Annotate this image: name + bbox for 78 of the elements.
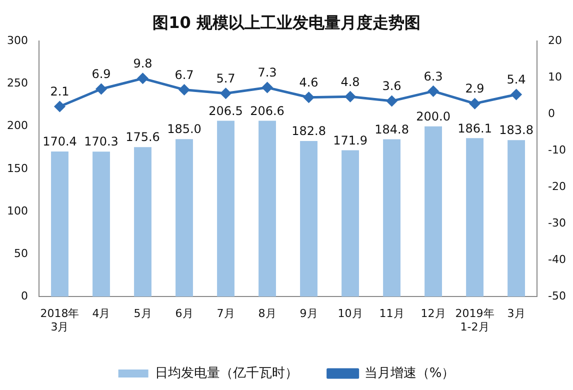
data-label: 7.3 [258, 66, 277, 80]
bar [508, 140, 525, 297]
data-label: 183.8 [499, 123, 534, 138]
data-label: 2.9 [465, 82, 484, 96]
y-tick-label: 250 [6, 76, 28, 90]
x-tick-label: 3月 [507, 307, 526, 320]
y2-tick-label: 10 [548, 70, 562, 84]
bar [217, 120, 234, 297]
y2-tick-label: -40 [548, 252, 566, 266]
y2-tick-label: -20 [548, 180, 566, 193]
data-label: 6.3 [424, 69, 443, 84]
x-tick-label: 9月 [300, 307, 318, 320]
data-label: 3.6 [382, 79, 402, 94]
y2-tick-label: -50 [548, 289, 566, 302]
data-label: 200.0 [416, 109, 450, 124]
data-label: 2.1 [50, 84, 70, 99]
bar [300, 140, 318, 297]
y-tick-label: 50 [14, 246, 28, 260]
point [138, 73, 148, 84]
bar [51, 152, 68, 297]
point [179, 84, 190, 95]
y-tick-label: 100 [6, 204, 28, 218]
y2-tick-label: 20 [548, 34, 562, 48]
x-tick-label: 4月 [92, 307, 110, 320]
data-label: 186.1 [458, 121, 492, 136]
point [220, 88, 232, 99]
point [304, 92, 314, 103]
y2-tick-label: -10 [548, 144, 566, 157]
y-tick-label: 300 [6, 34, 28, 48]
data-label: 5.7 [216, 72, 236, 86]
data-label: 182.8 [292, 124, 326, 138]
data-label: 170.3 [84, 134, 118, 149]
bar [134, 147, 152, 297]
data-label: 185.0 [167, 122, 202, 136]
bar [466, 138, 484, 297]
data-label: 9.8 [133, 56, 152, 71]
point [428, 86, 439, 96]
bar [383, 139, 400, 297]
x-tick-label: 2018年3月 [40, 307, 80, 334]
point [54, 101, 65, 112]
x-tick-label: 11月 [379, 307, 404, 320]
y2-tick-label: 0 [548, 107, 556, 120]
point [96, 84, 106, 94]
y2-tick-label: -30 [548, 216, 566, 230]
point [345, 91, 356, 102]
x-tick-label: 7月 [216, 307, 235, 320]
bar [92, 152, 110, 297]
data-label: 170.4 [42, 134, 77, 149]
data-label: 206.6 [250, 104, 284, 118]
data-label: 175.6 [126, 130, 160, 144]
chart-title: 图10 规模以上工业发电量月度走势图 [152, 12, 420, 32]
data-label: 4.8 [340, 74, 360, 89]
data-label: 171.9 [333, 133, 368, 148]
data-label: 184.8 [374, 122, 409, 136]
data-label: 5.4 [506, 72, 526, 87]
point [386, 96, 398, 106]
data-label: 206.5 [208, 104, 243, 118]
x-tick-label: 2019年1-2月 [455, 307, 494, 334]
bar [342, 150, 359, 297]
point [511, 89, 522, 100]
data-label: 6.9 [92, 67, 111, 82]
bar [424, 126, 442, 297]
x-tick-label: 12月 [420, 307, 446, 320]
x-tick-label: 8月 [258, 307, 276, 320]
data-label: 4.6 [299, 76, 318, 90]
point [262, 82, 273, 93]
bar [258, 120, 276, 297]
legend-label: 日均发电量（亿千瓦时） [154, 366, 298, 381]
legend-label: 当月增速（%） [364, 366, 455, 381]
y-tick-label: 0 [20, 289, 28, 302]
x-tick-label: 6月 [175, 307, 194, 320]
data-label: 6.7 [174, 68, 194, 82]
x-tick-label: 5月 [134, 307, 152, 320]
y-tick-label: 150 [6, 162, 28, 175]
point [470, 98, 480, 109]
bar [176, 139, 193, 297]
x-tick-label: 10月 [338, 307, 363, 320]
y-tick-label: 200 [6, 119, 28, 132]
